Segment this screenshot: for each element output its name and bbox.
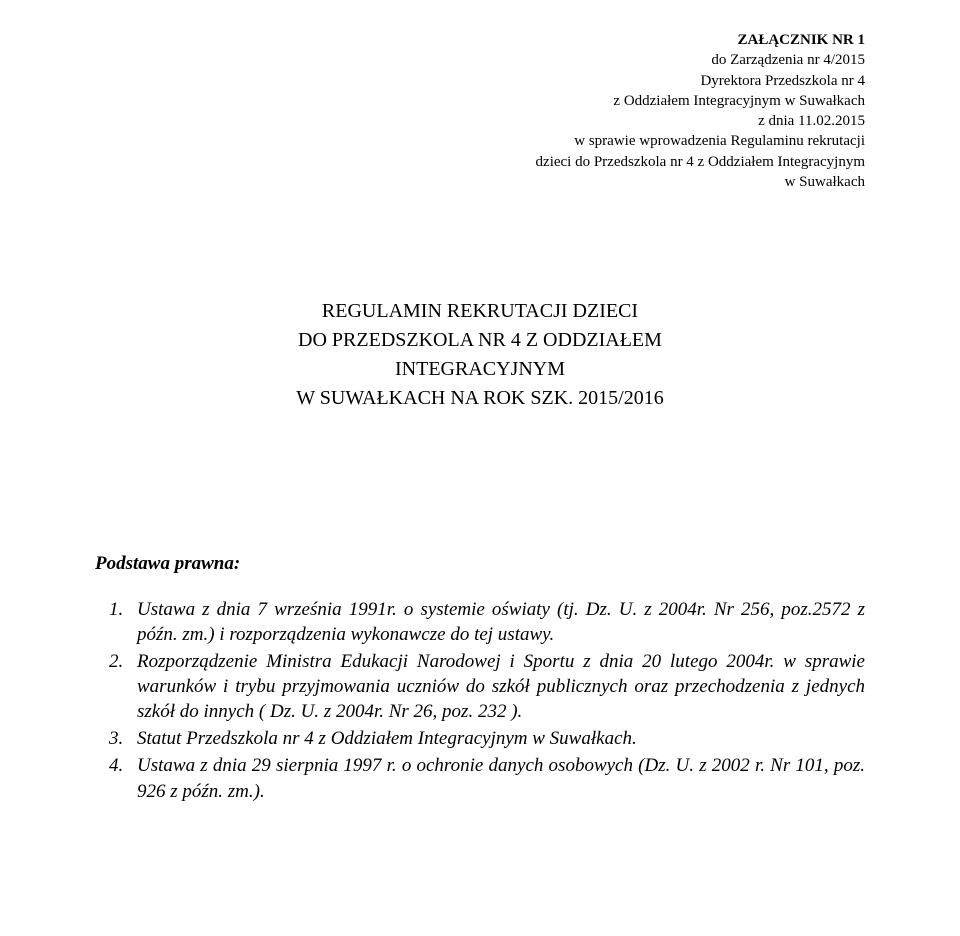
attachment-header: ZAŁĄCZNIK NR 1 do Zarządzenia nr 4/2015 … <box>95 30 865 192</box>
list-item-text: Ustawa z dnia 29 sierpnia 1997 r. o ochr… <box>137 755 865 801</box>
legal-basis-list: 1. Ustawa z dnia 7 września 1991r. o sys… <box>95 597 865 804</box>
institution-line: z Oddziałem Integracyjnym w Suwałkach <box>95 91 865 111</box>
list-item-number: 1. <box>109 597 123 622</box>
list-item-text: Ustawa z dnia 7 września 1991r. o system… <box>137 599 865 645</box>
list-item: 3. Statut Przedszkola nr 4 z Oddziałem I… <box>137 726 865 751</box>
list-item: 1. Ustawa z dnia 7 września 1991r. o sys… <box>137 597 865 647</box>
title-line-2: DO PRZEDSZKOLA NR 4 Z ODDZIAŁEM <box>95 326 865 355</box>
title-line-1: REGULAMIN REKRUTACJI DZIECI <box>95 297 865 326</box>
list-item: 2. Rozporządzenie Ministra Edukacji Naro… <box>137 649 865 724</box>
director-line: Dyrektora Przedszkola nr 4 <box>95 71 865 91</box>
list-item-number: 2. <box>109 649 123 674</box>
subject-line-3: w Suwałkach <box>95 172 865 192</box>
title-line-4: W SUWAŁKACH NA ROK SZK. 2015/2016 <box>95 384 865 413</box>
list-item-text: Statut Przedszkola nr 4 z Oddziałem Inte… <box>137 728 637 749</box>
order-number-line: do Zarządzenia nr 4/2015 <box>95 50 865 70</box>
attachment-number: ZAŁĄCZNIK NR 1 <box>95 30 865 50</box>
legal-basis-heading: Podstawa prawna: <box>95 553 865 575</box>
document-title: REGULAMIN REKRUTACJI DZIECI DO PRZEDSZKO… <box>95 297 865 413</box>
date-line: z dnia 11.02.2015 <box>95 111 865 131</box>
document-page: ZAŁĄCZNIK NR 1 do Zarządzenia nr 4/2015 … <box>0 0 960 936</box>
list-item: 4. Ustawa z dnia 29 sierpnia 1997 r. o o… <box>137 753 865 803</box>
list-item-number: 4. <box>109 753 123 778</box>
list-item-number: 3. <box>109 726 123 751</box>
title-line-3: INTEGRACYJNYM <box>95 355 865 384</box>
subject-line-2: dzieci do Przedszkola nr 4 z Oddziałem I… <box>95 152 865 172</box>
list-item-text: Rozporządzenie Ministra Edukacji Narodow… <box>137 651 865 722</box>
subject-line-1: w sprawie wprowadzenia Regulaminu rekrut… <box>95 131 865 151</box>
